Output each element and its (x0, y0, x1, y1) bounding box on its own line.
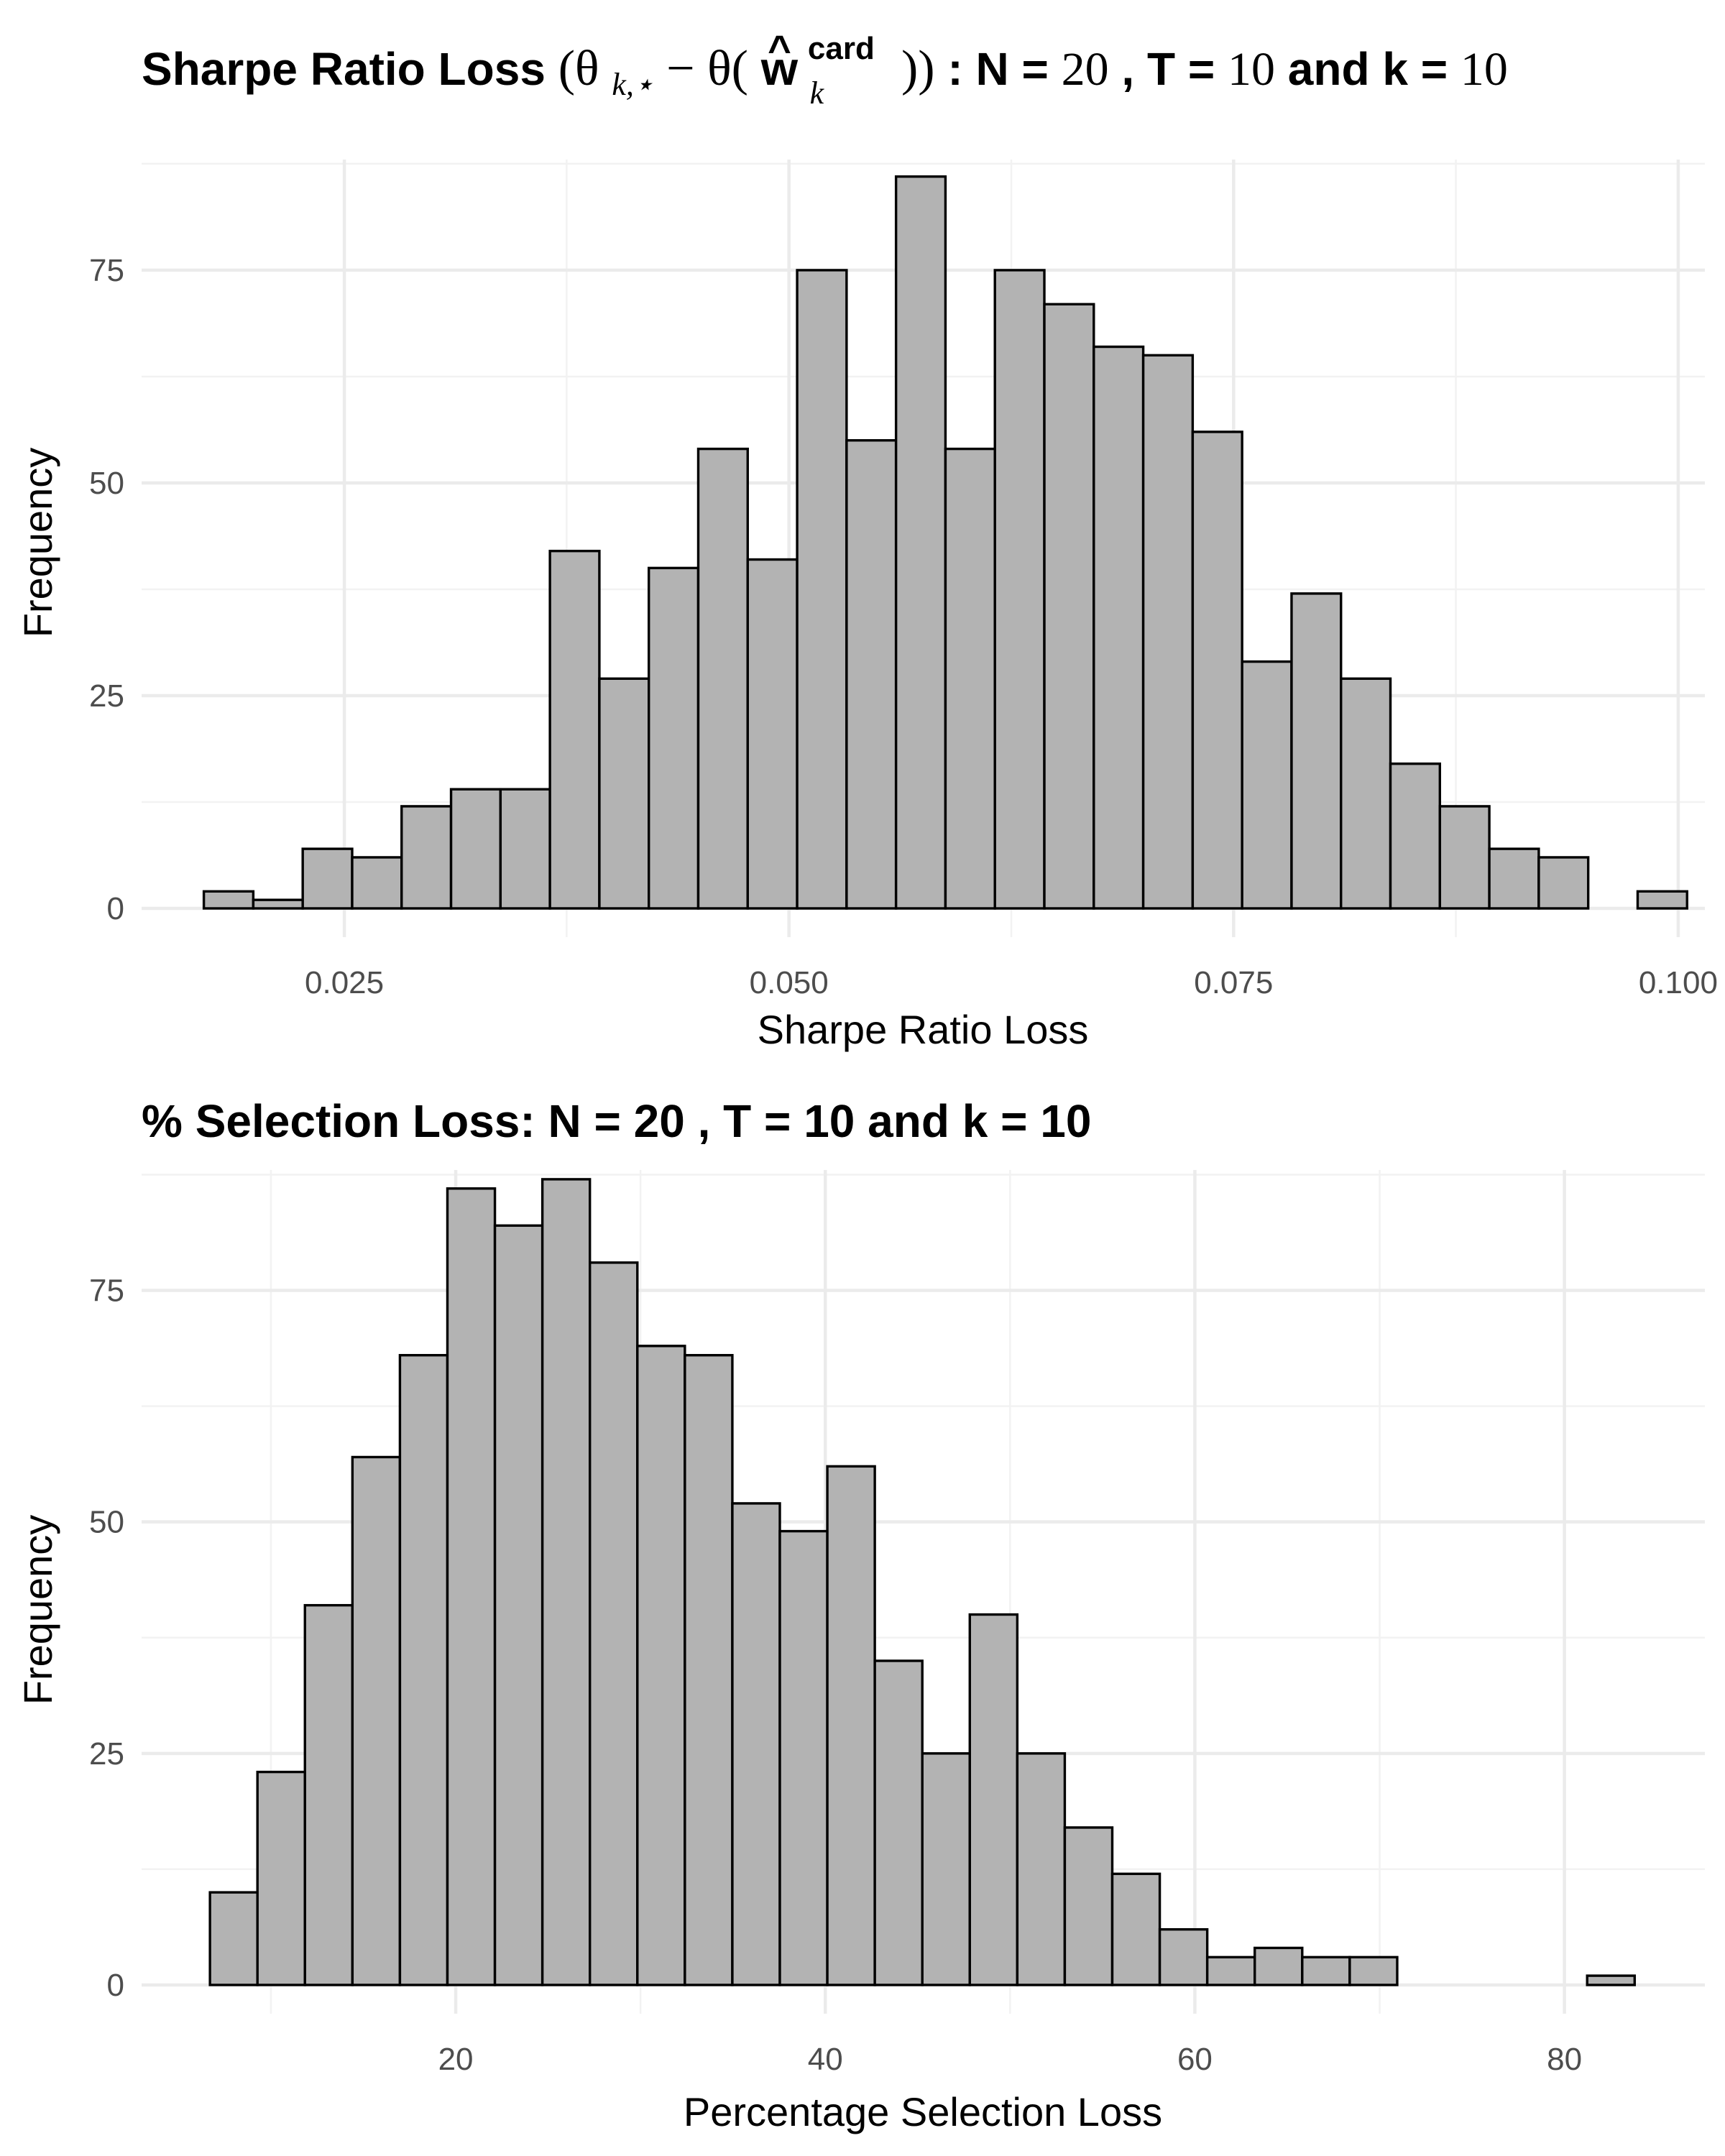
histogram-bar (1141, 354, 1195, 910)
x-tick-label: 40 (808, 2042, 843, 2077)
histogram-bar (1290, 592, 1343, 910)
histogram-bar (540, 1178, 592, 1986)
x-tick-label: 0.100 (1639, 965, 1718, 1000)
histogram-bar (993, 269, 1046, 910)
histogram-bar (1389, 763, 1442, 910)
y-tick-label: 50 (89, 466, 124, 501)
y-tick-label: 0 (107, 891, 124, 926)
histogram-bar (845, 439, 898, 910)
histogram-bar (499, 788, 551, 910)
chart-title: % Selection Loss: N = 20 , T = 10 and k … (142, 1095, 1091, 1147)
histogram-bar (208, 1891, 259, 1986)
histogram-bars (202, 175, 1688, 910)
histogram-bar (449, 788, 502, 910)
histogram-bar (1340, 677, 1392, 910)
histogram-bar (301, 847, 354, 910)
x-tick-label: 80 (1547, 2042, 1582, 2077)
histogram-bar (589, 1261, 639, 1986)
histogram-bar (1348, 1955, 1399, 1986)
histogram-bar (1205, 1955, 1256, 1986)
y-tick-label: 75 (89, 253, 124, 288)
y-tick-label: 0 (107, 1968, 124, 2003)
x-axis-title: Percentage Selection Loss (684, 2089, 1162, 2134)
histogram-bar (1092, 345, 1145, 910)
histogram-bar (1438, 805, 1491, 910)
y-tick-label: 50 (89, 1505, 124, 1540)
histogram-bar (548, 549, 601, 910)
histogram-bar (1158, 1927, 1209, 1986)
histogram-bar (968, 1613, 1019, 1986)
histogram-bar (1110, 1872, 1162, 1986)
histogram-bar (1241, 660, 1293, 910)
histogram-bar (746, 558, 799, 910)
histogram-bar (252, 898, 304, 910)
w-hat-accent: ^ (768, 27, 791, 72)
x-tick-labels: 20 40 60 80 (438, 2042, 1583, 2077)
histogram-bar (731, 1502, 781, 1986)
y-axis-title: Frequency (15, 1515, 60, 1705)
histogram-bar (256, 1770, 306, 1986)
histogram-bar (796, 269, 848, 910)
histogram-bar (400, 805, 453, 910)
x-axis-title: Sharpe Ratio Loss (758, 1007, 1089, 1052)
histogram-bar (446, 1187, 497, 1986)
histogram-bar (778, 1529, 829, 1986)
x-tick-labels: 0.025 0.050 0.075 0.100 (305, 965, 1718, 1000)
histogram-bar (1043, 303, 1095, 910)
histogram-bars (208, 1178, 1637, 1986)
histogram-bar (1063, 1826, 1114, 1986)
chart-title: Sharpe Ratio Loss (θ k,⋆ − θ( w card k )… (142, 17, 1508, 114)
y-tick-labels: 0 25 50 75 (89, 253, 124, 926)
x-tick-label: 0.075 (1194, 965, 1273, 1000)
histogram-bar (1537, 856, 1590, 910)
histogram-bar (647, 566, 700, 910)
histogram-bar (1636, 890, 1688, 910)
y-tick-labels: 0 25 50 75 (89, 1273, 124, 2003)
histogram-bar (696, 447, 749, 910)
histogram-bar (493, 1224, 544, 1986)
x-tick-label: 60 (1177, 2042, 1213, 2077)
histogram-bar (894, 175, 947, 910)
y-tick-label: 25 (89, 678, 124, 714)
histogram-bar (1488, 847, 1540, 910)
histogram-bar (1254, 1946, 1304, 1986)
histogram-bar (873, 1659, 924, 1986)
histogram-bar (944, 447, 996, 910)
x-tick-label: 0.025 (305, 965, 384, 1000)
sharpe-ratio-histogram: 0 25 50 75 0.025 0.050 0.075 0.100 Sharpe Rati… (15, 17, 1718, 1052)
histogram-bar (1191, 430, 1243, 910)
histogram-bar (303, 1603, 354, 1986)
histogram-bar (351, 856, 403, 910)
histogram-bar (398, 1354, 449, 1986)
histogram-bar (826, 1465, 876, 1986)
y-axis-title: Frequency (15, 448, 60, 638)
x-tick-label: 20 (438, 2042, 474, 2077)
histogram-bar (684, 1354, 734, 1986)
histogram-bar (202, 890, 255, 910)
histogram-bar (1301, 1955, 1351, 1986)
y-tick-label: 25 (89, 1736, 124, 1772)
x-tick-label: 0.050 (750, 965, 829, 1000)
histogram-bar (1586, 1974, 1637, 1986)
histogram-bar (1016, 1752, 1067, 1986)
histogram-bar (636, 1345, 686, 1986)
y-tick-label: 75 (89, 1273, 124, 1309)
selection-loss-histogram: 0 25 50 75 20 40 60 80 % Selection Loss: N = 2… (15, 1095, 1705, 2134)
histogram-bar (921, 1752, 971, 1986)
histogram-bar (598, 677, 650, 910)
histogram-bar (351, 1455, 402, 1986)
